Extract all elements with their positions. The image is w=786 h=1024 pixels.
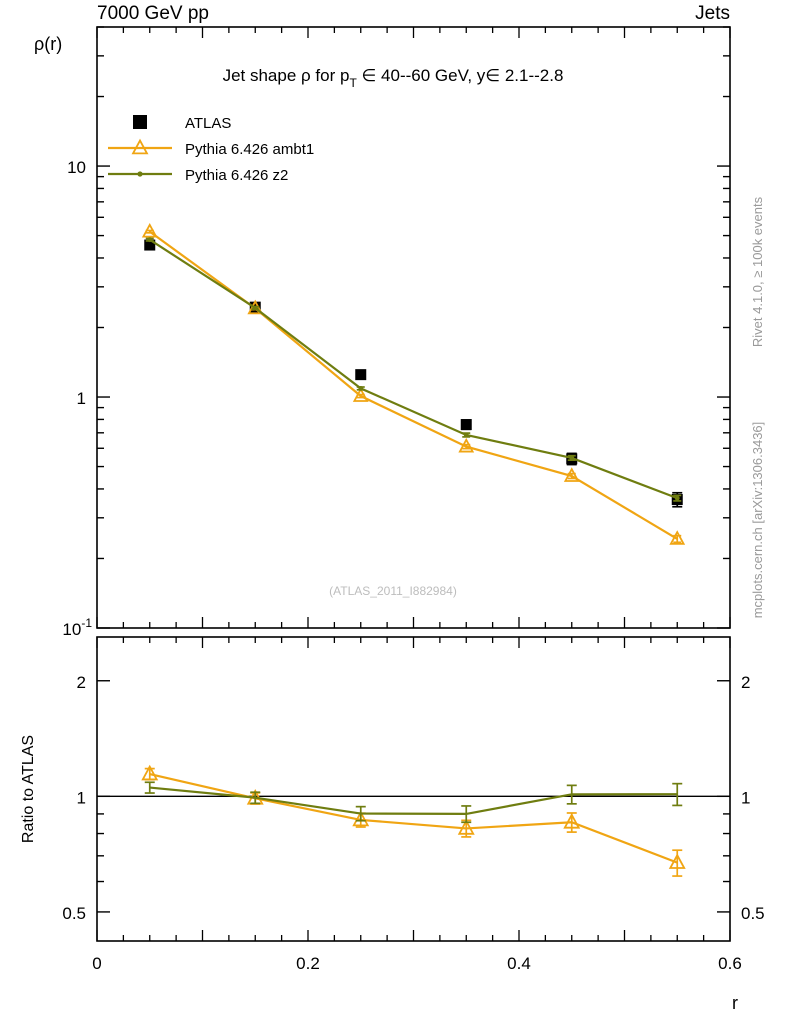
main-series-0 <box>144 239 683 508</box>
main-ytick-label: 10-1 <box>62 616 92 639</box>
header-right: Jets <box>695 3 730 24</box>
sidebar-source: mcplots.cern.ch [arXiv:1306.3436] <box>750 422 765 619</box>
marker-square <box>144 239 156 251</box>
marker-dot <box>137 171 143 177</box>
ratio-ytick-label-right: 0.5 <box>741 904 765 923</box>
ratio-ytick-label: 1 <box>77 788 86 807</box>
legend-label-1: Pythia 6.426 ambt1 <box>185 141 314 158</box>
series-line <box>149 230 678 540</box>
marker-dot <box>252 305 258 311</box>
ratio-ytick-label: 0.5 <box>62 904 86 923</box>
marker-triangle <box>141 222 158 238</box>
xtick-label: 0 <box>92 954 101 973</box>
marker-square <box>355 369 367 381</box>
marker-triangle <box>563 812 581 829</box>
main-ytick-label: 10 <box>67 158 86 177</box>
xtick-label: 0.4 <box>507 954 531 973</box>
ratio-series-1 <box>144 781 683 824</box>
marker-dot <box>147 237 153 243</box>
marker-triangle <box>669 530 686 545</box>
main-ytick-label: 1 <box>77 389 86 408</box>
legend-label-0: ATLAS <box>185 115 231 132</box>
ratio-panel-frame <box>96 636 731 942</box>
ratio-series-line <box>149 772 678 864</box>
marker-triangle <box>563 467 580 482</box>
dataset-watermark: (ATLAS_2011_I882984) <box>329 584 457 598</box>
main-series-2 <box>145 237 682 502</box>
sidebar-rivet-version: Rivet 4.1.0, ≥ 100k events <box>750 196 765 347</box>
ratio-series-0 <box>141 764 686 877</box>
marker-triangle <box>141 764 159 781</box>
legend-marker-square <box>133 115 147 129</box>
marker-triangle <box>668 853 686 869</box>
ratio-ytick-label-right: 2 <box>741 673 750 692</box>
main-yaxis-label: ρ(r) <box>34 34 62 54</box>
xtick-label: 0.6 <box>718 954 742 973</box>
marker-triangle <box>352 387 369 402</box>
ratio-yaxis-label: Ratio to ATLAS <box>20 735 37 843</box>
series-line <box>149 238 678 500</box>
marker-dot <box>674 495 680 501</box>
xaxis-label: r <box>732 993 738 1013</box>
marker-triangle <box>352 810 370 827</box>
ratio-series-line <box>149 786 678 816</box>
ratio-ytick-label: 2 <box>77 673 86 692</box>
plot-title: Jet shape ρ for pT ∈ 40--60 GeV, y∈ 2.1-… <box>223 66 564 90</box>
header-left: 7000 GeV pp <box>97 3 209 24</box>
legend-label-2: Pythia 6.426 z2 <box>185 167 288 184</box>
marker-dot <box>463 432 469 438</box>
marker-triangle <box>131 138 149 155</box>
ratio-ytick-label-right: 1 <box>741 788 750 807</box>
marker-dot <box>358 385 364 391</box>
main-series-1 <box>141 222 686 545</box>
marker-square <box>460 419 472 431</box>
marker-triangle <box>457 819 475 835</box>
marker-dot <box>569 455 575 461</box>
xtick-label: 0.2 <box>296 954 320 973</box>
marker-triangle <box>458 437 475 453</box>
